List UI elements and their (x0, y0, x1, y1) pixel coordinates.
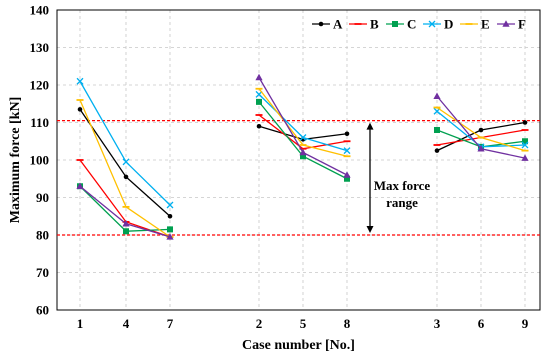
data-point (522, 138, 528, 145)
legend-label: F (518, 17, 526, 32)
legend-item-D: D (423, 17, 453, 32)
x-tick-label: 6 (478, 316, 485, 331)
grid-lines (57, 10, 540, 310)
annotation-line2: range (386, 195, 418, 210)
y-tick-label: 80 (36, 228, 49, 243)
data-point (166, 233, 174, 240)
data-point (255, 73, 263, 81)
data-point (521, 154, 529, 161)
arrow-head-bottom (366, 226, 374, 233)
data-point (477, 144, 485, 152)
data-point (77, 107, 83, 112)
data-point (76, 77, 84, 85)
legend-item-A: A (312, 17, 343, 32)
legend-marker (502, 20, 510, 27)
data-point (167, 226, 173, 233)
y-tick-label: 90 (36, 190, 49, 205)
legend-label: C (407, 17, 416, 32)
y-tick-label: 60 (36, 303, 49, 318)
data-point (299, 134, 307, 141)
legend-item-E: E (460, 17, 490, 32)
data-point (123, 228, 129, 235)
legend: A B C D E F (312, 17, 526, 32)
data-point (343, 171, 351, 178)
data-point (344, 175, 350, 182)
y-tick-label: 70 (36, 265, 49, 280)
y-tick-labels: 60 70 80 90 100 110 120 130 140 (30, 3, 50, 318)
series-line (79, 80, 171, 206)
data-point (122, 158, 130, 166)
x-tick-label: 4 (123, 316, 130, 331)
plot-frame (56, 9, 541, 311)
series-D (76, 77, 529, 209)
y-tick-label: 140 (30, 3, 50, 18)
data-point (434, 127, 440, 133)
y-tick-label: 100 (30, 153, 50, 168)
data-point (299, 148, 307, 156)
data-point (76, 182, 84, 190)
x-tick-label: 9 (522, 316, 529, 331)
data-point (166, 201, 174, 209)
x-tick-label: 1 (77, 316, 84, 331)
data-point (256, 98, 262, 105)
series-F (76, 73, 529, 240)
series-E (76, 87, 529, 238)
legend-marker (318, 21, 324, 27)
data-point (255, 90, 263, 98)
y-tick-label: 110 (30, 115, 49, 130)
legend-label: D (444, 17, 453, 32)
x-tick-label: 5 (300, 316, 307, 331)
y-tick-label: 120 (30, 78, 50, 93)
max-force-range-annotation: Max force range (366, 122, 431, 233)
data-point (256, 123, 262, 129)
data-point (300, 153, 306, 160)
data-point (521, 141, 529, 149)
legend-item-F: F (497, 17, 526, 32)
series-C (77, 98, 528, 235)
x-tick-label: 7 (167, 316, 174, 331)
y-tick-label: 130 (30, 40, 50, 55)
data-point (167, 213, 173, 219)
legend-marker (428, 20, 436, 28)
series-lines (76, 73, 529, 240)
data-point (434, 148, 440, 153)
legend-marker (392, 21, 398, 27)
data-point (343, 147, 351, 155)
x-axis-title: Case number [No.] (242, 338, 355, 353)
data-point (478, 127, 484, 133)
legend-item-C: C (386, 17, 416, 32)
reference-lines (57, 120, 540, 236)
legend-label: B (370, 17, 379, 32)
legend-label: A (333, 17, 343, 32)
legend-item-B: B (349, 17, 379, 32)
x-tick-labels: 1 4 7 2 5 8 3 6 9 (77, 316, 529, 331)
x-tick-label: 2 (256, 316, 263, 331)
x-tick-label: 8 (344, 316, 351, 331)
x-tick-label: 3 (434, 316, 441, 331)
legend-label: E (481, 17, 490, 32)
annotation-line1: Max force (374, 178, 431, 193)
data-point (123, 174, 129, 180)
data-point (344, 131, 350, 137)
arrow-head-top (366, 122, 374, 130)
data-point (522, 120, 528, 125)
y-axis-title: Maximum force [kN] (8, 97, 23, 224)
series-A (77, 107, 528, 219)
data-point (122, 219, 130, 227)
data-point (433, 92, 441, 100)
